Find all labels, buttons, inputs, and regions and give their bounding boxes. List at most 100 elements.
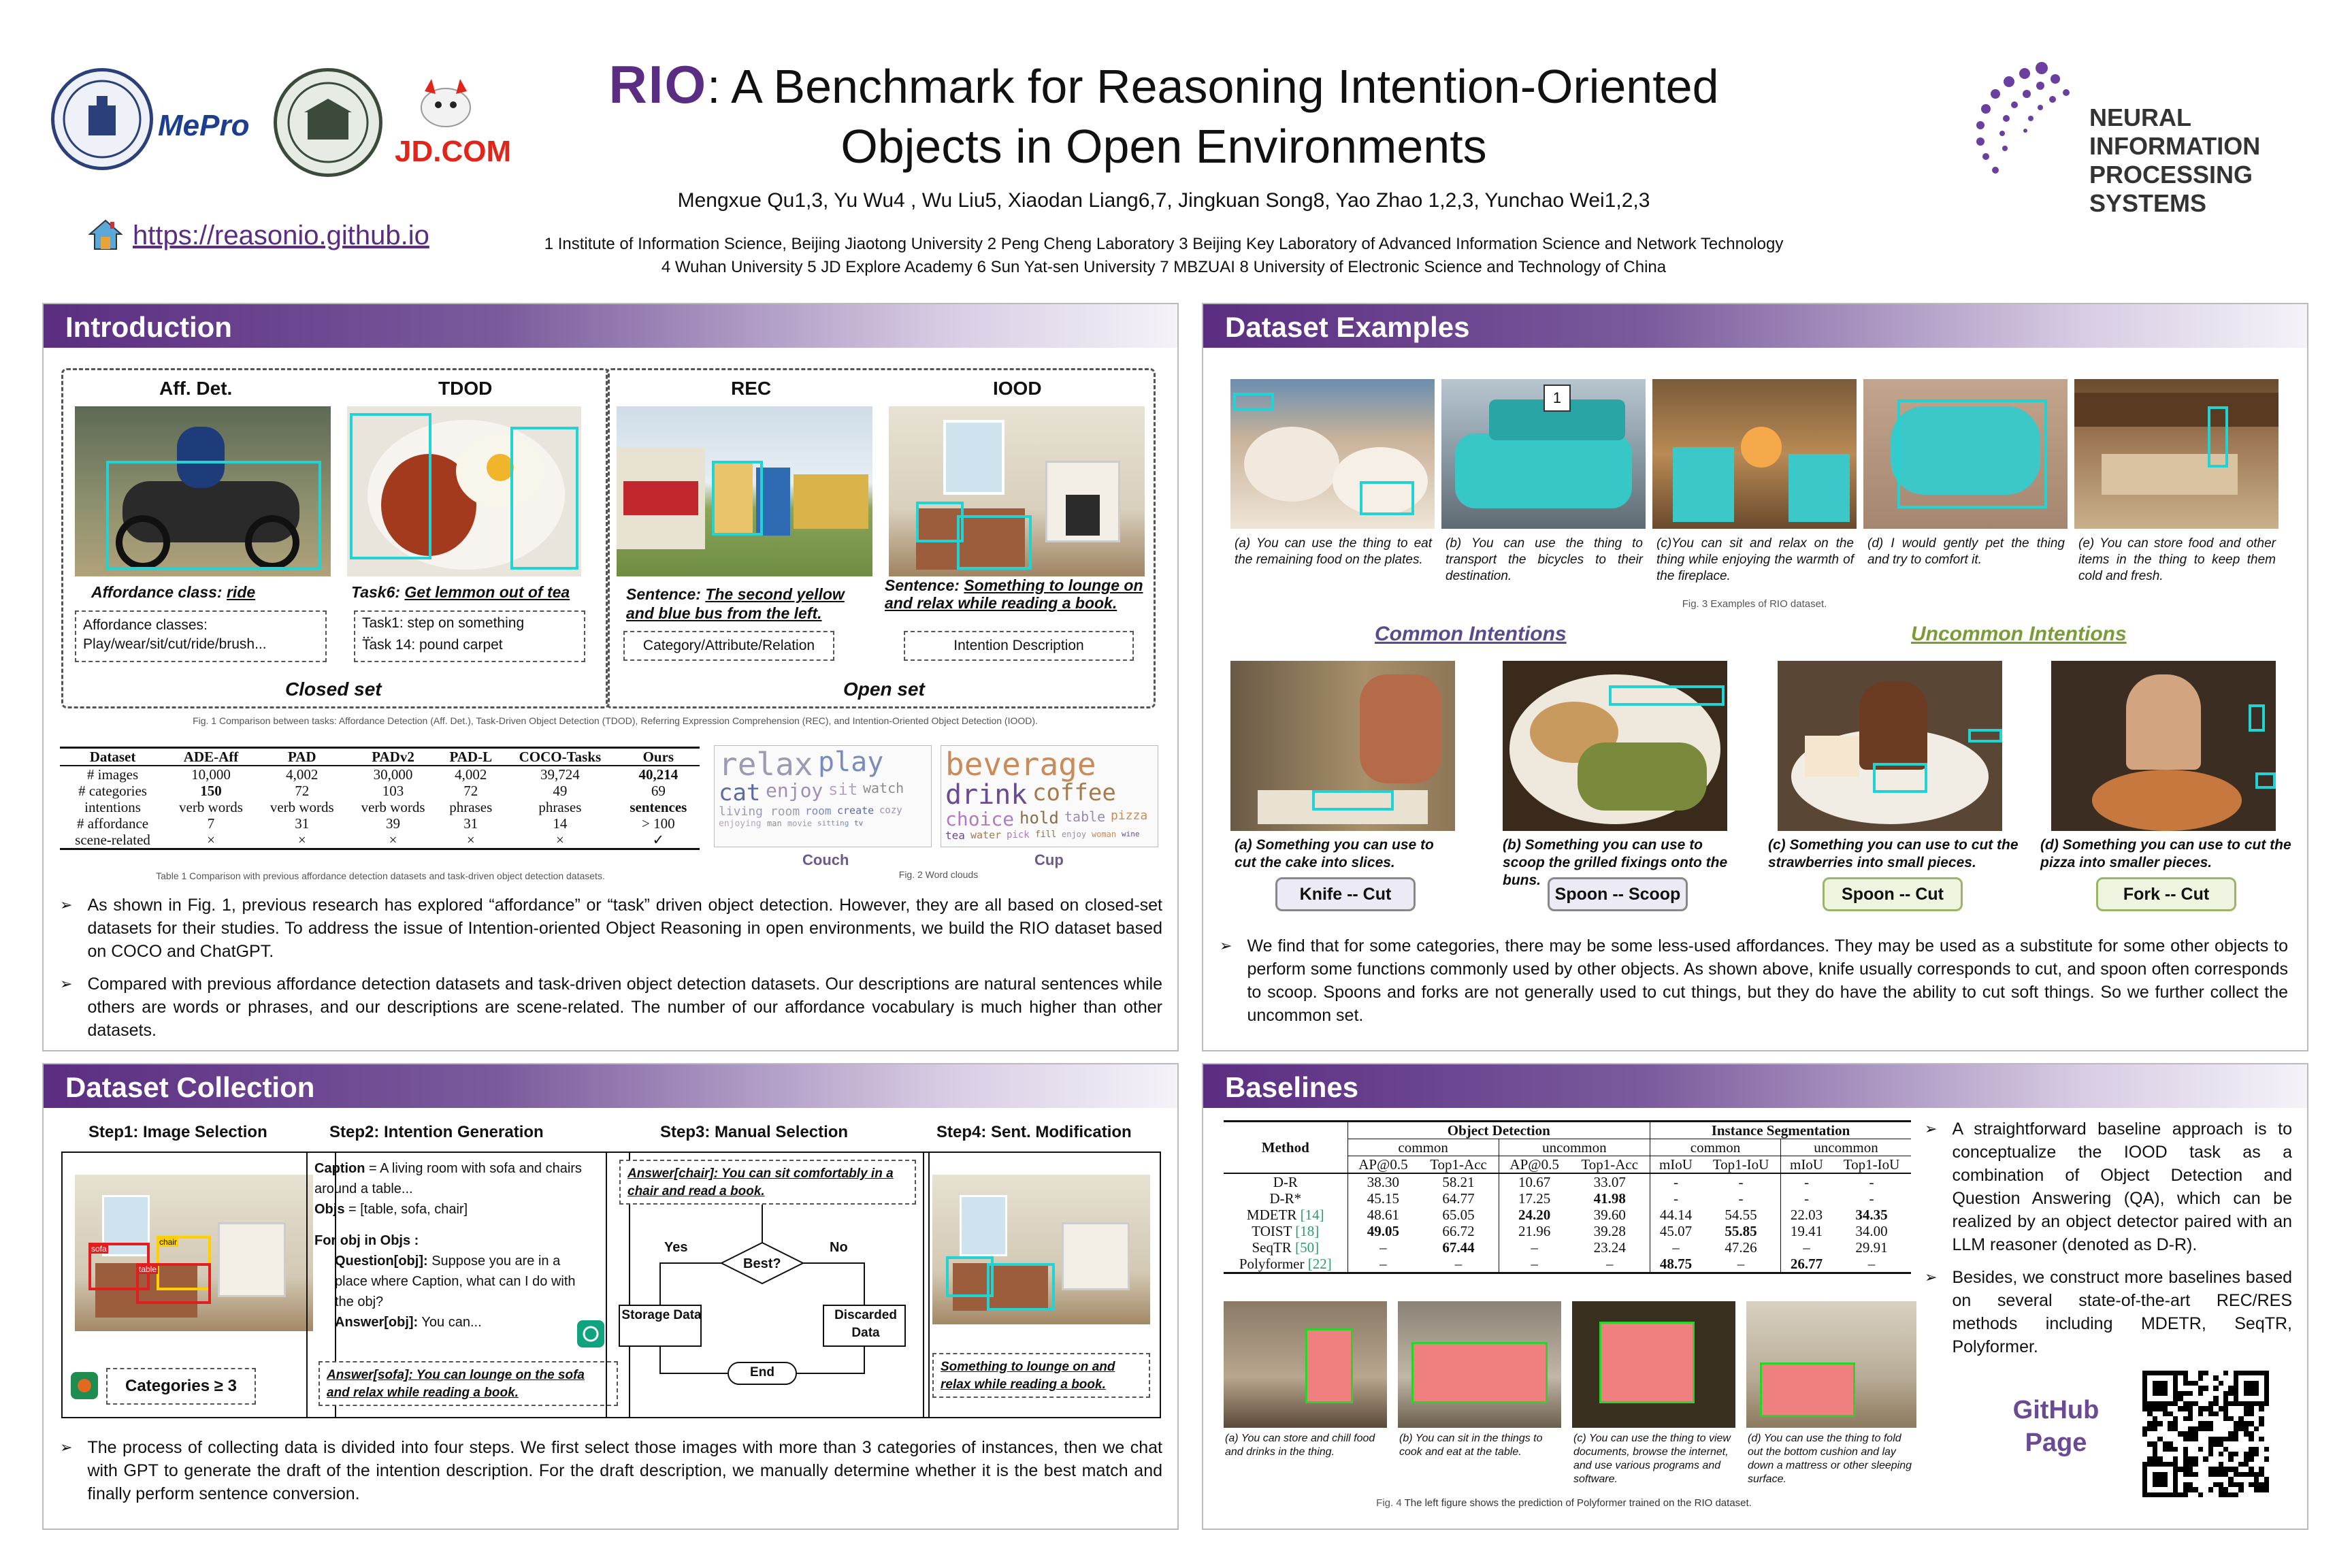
- answer-chair-box: Answer[chair]: You can sit comfortably i…: [619, 1160, 916, 1205]
- wordcloud-word: tv: [854, 819, 864, 828]
- fig4-caption: Fig. 4 The left figure shows the predict…: [1376, 1497, 1752, 1509]
- table-col-uncommon: uncommon: [1780, 1139, 1911, 1156]
- flow-yes: Yes: [664, 1240, 688, 1255]
- flow-discarded: Discarded Data: [834, 1308, 897, 1340]
- tdod-caption: Task6: Get lemmon out of tea: [351, 583, 570, 601]
- collection-panel: Dataset Collection Step1: Image Selectio…: [42, 1063, 1179, 1530]
- table-row: SeqTR [50] –67.44–23.24–47.26–29.91: [1252, 1239, 1888, 1256]
- wordcloud-word: drink: [945, 779, 1028, 811]
- common-intentions-label: Common Intentions: [1375, 623, 1567, 645]
- wordcloud-word: room: [805, 804, 832, 817]
- img-label-chair: chair: [158, 1237, 179, 1247]
- tdod-title: TDOD: [438, 378, 493, 399]
- example-cat-image: [1863, 379, 2068, 529]
- table-col-uncommon: uncommon: [1498, 1139, 1650, 1156]
- step2-prompt: Caption = A living room with sofa and ch…: [314, 1161, 582, 1330]
- open-set-label: Open set: [843, 679, 925, 700]
- collection-bullet: The process of collecting data is divide…: [87, 1438, 1162, 1503]
- intro-bullet-2: Compared with previous affordance detect…: [87, 975, 1162, 1040]
- categories-icon: [71, 1372, 98, 1399]
- pill-spoon-scoop: Spoon -- Scoop: [1548, 877, 1688, 911]
- wordcloud-word: wine: [1122, 830, 1140, 838]
- step4-room-image: [932, 1175, 1150, 1324]
- mepro-logo: MePro: [158, 109, 250, 142]
- step2-box: [306, 1152, 630, 1418]
- baselines-bullet-1: A straightforward baseline approach is t…: [1952, 1120, 2292, 1254]
- flow-best: Best?: [743, 1256, 781, 1271]
- wordcloud-word: man: [767, 819, 782, 828]
- example-caption-c: (c)You can sit and relax on the thing wh…: [1656, 536, 1854, 583]
- pred-laptop-image: [1572, 1301, 1735, 1428]
- wordcloud-word: choice: [945, 808, 1015, 830]
- step1-title: Step1: Image Selection: [88, 1123, 267, 1141]
- pill-fork-cut: Fork -- Cut: [2096, 877, 2236, 911]
- comparison-table: Dataset ADE-Aff PAD PADv2 PAD-L COCO-Tasks Our…: [60, 747, 700, 850]
- pred-caption-b: (b) You can sit in the things to cook an…: [1399, 1433, 1543, 1458]
- intent-pizza-image: [2051, 661, 2276, 831]
- table-row: TOIST [18] 49.05 66.72 21.96 39.28 45.07 55.85…: [1252, 1223, 1888, 1239]
- aff-caption: Affordance class: ride: [91, 583, 256, 601]
- selection-flowchart: [619, 1205, 906, 1385]
- comparison-table-header: Dataset ADE-Aff PAD PADv2 PAD-L COCO-Tasks Our…: [60, 748, 700, 766]
- baselines-table: Method Object Detection Instance Segment…: [1224, 1120, 1911, 1274]
- intent-caption-d: (d) Something you can use to cut the piz…: [2040, 837, 2291, 870]
- project-url-link[interactable]: https://reasonio.github.io: [133, 220, 429, 250]
- whu-logo: [274, 68, 382, 177]
- wordcloud-word: cat: [719, 779, 761, 806]
- home-icon: [88, 218, 123, 252]
- intent-caption-c: (c) Something you can use to cut the str…: [1768, 837, 2019, 870]
- pred-fridge-image: [1224, 1301, 1387, 1428]
- baselines-text: ➢ A straightforward baseline approach is …: [1925, 1117, 2292, 1368]
- wordcloud-word: pick: [1007, 830, 1030, 840]
- wordcloud-word: hold: [1019, 808, 1059, 828]
- table-row: D-R 38.30 58.21 10.67 33.07- - - -: [1273, 1173, 1874, 1190]
- iood-description-box: Intention Description: [904, 631, 1134, 661]
- wordcloud-couch: relax play cat enjoy sit watch living room room…: [714, 745, 932, 847]
- intro-bullet-1: As shown in Fig. 1, previous research ha…: [87, 896, 1162, 961]
- bjtu-logo: [51, 68, 153, 170]
- uncommon-intentions-label: Uncommon Intentions: [1911, 623, 2127, 645]
- img-label-sofa: sofa: [90, 1244, 108, 1254]
- poster-title: RIO: A Benchmark for Reasoning Intention…: [608, 54, 1719, 173]
- example-kitchen-image: [2074, 379, 2278, 529]
- buses-image: [617, 406, 872, 576]
- aff-det-title: Aff. Det.: [159, 378, 233, 399]
- neurips-swirl-icon: [1976, 62, 2070, 174]
- example-caption-e: (e) You can store food and other items i…: [2078, 536, 2276, 583]
- wordcloud-word: coffee: [1032, 779, 1116, 806]
- pred-table-image: [1398, 1301, 1561, 1428]
- wordcloud-cup-label: Cup: [1034, 851, 1064, 868]
- example-caption-a: (a) You can use the thing to eat the rem…: [1235, 536, 1432, 567]
- baselines-header: Baselines: [1203, 1064, 2307, 1108]
- example-fireplace-image: [1652, 379, 1857, 529]
- intent-cake-image: [1230, 661, 1455, 831]
- example-caption-b: (b) You can use the thing to transport t…: [1446, 536, 1643, 583]
- wordcloud-word: sit: [828, 780, 858, 799]
- authors: Mengxue Qu1,3, Yu Wu4 , Wu Liu5, Xiaodan…: [677, 189, 1650, 212]
- intent-food-image: [1503, 661, 1727, 831]
- motorcycle-image: [75, 406, 331, 576]
- jd-logo: JD.COM: [395, 135, 512, 168]
- table-row: D-R* 45.15 64.77 17.25 41.98- - - -: [1269, 1190, 1874, 1207]
- table-row: MDETR [14] 48.61 65.05 24.20 39.60 44.14 54.55…: [1246, 1207, 1888, 1223]
- step3-title: Step3: Manual Selection: [660, 1123, 849, 1141]
- example-caption-d: (d) I would gently pet the thing and try…: [1867, 536, 2065, 567]
- collection-text: ➢ The process of collecting data is divid…: [60, 1436, 1162, 1515]
- example-car-image: 1: [1441, 379, 1646, 529]
- qr-code-icon[interactable]: [2142, 1371, 2269, 1497]
- collection-header: Dataset Collection: [44, 1064, 1177, 1108]
- github-page-label[interactable]: GitHub Page: [2012, 1396, 2100, 1457]
- neurips-line2: PROCESSING SYSTEMS: [2089, 161, 2253, 217]
- breakfast-plate-image: [347, 406, 581, 576]
- step3-box: [606, 1152, 930, 1418]
- example-plates-image: [1230, 379, 1435, 529]
- step2-title: Step2: Intention Generation: [329, 1123, 544, 1141]
- wordcloud-word: enjoy: [1062, 830, 1087, 839]
- wordcloud-cup: beverage drink coffee choice hold table pizza t…: [941, 745, 1158, 847]
- answer-sofa-box: Answer[sofa]: You can lounge on the sofa…: [318, 1361, 618, 1406]
- table-col-method: Method: [1224, 1121, 1348, 1174]
- fig1-caption: Fig. 1 Comparison between tasks: Afforda…: [193, 715, 1038, 726]
- step1-box: [61, 1152, 336, 1418]
- fig2-caption: Fig. 2 Word clouds: [898, 869, 979, 880]
- iood-title: IOOD: [993, 378, 1042, 399]
